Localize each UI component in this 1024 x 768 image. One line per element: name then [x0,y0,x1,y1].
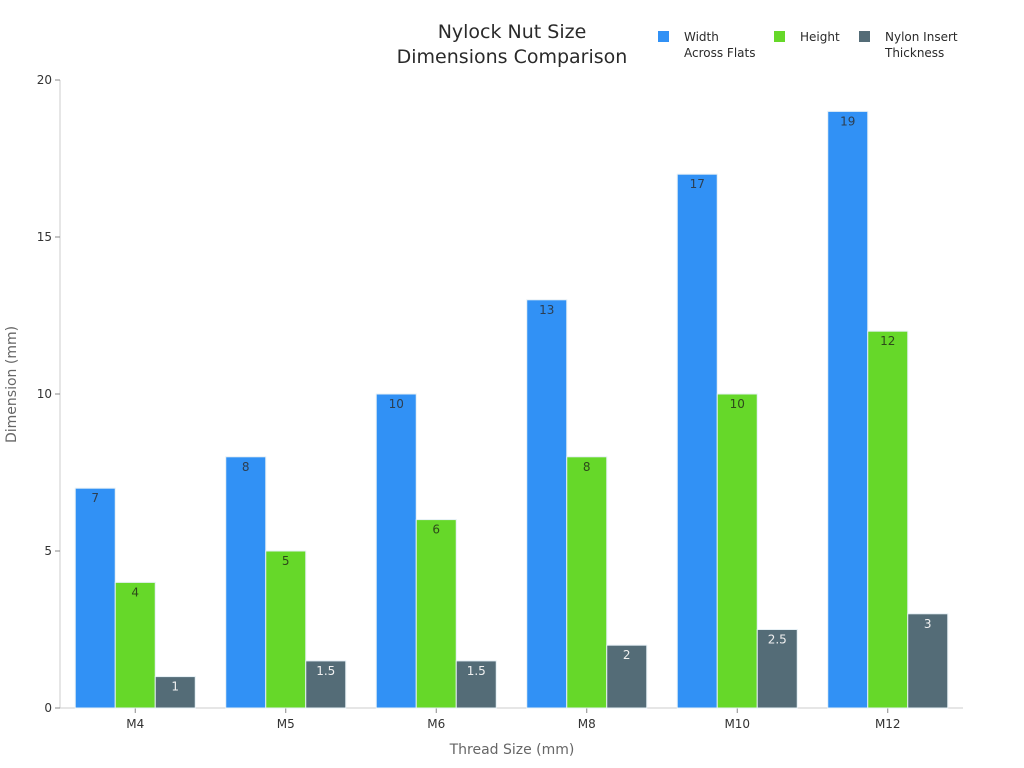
bar-value-label: 7 [91,491,99,505]
bar[interactable] [225,456,267,709]
bar[interactable] [867,330,909,709]
legend-label-nylon-insert: Nylon Insert Thickness [885,29,958,61]
bar[interactable] [676,173,718,709]
bar[interactable] [756,629,798,709]
bar[interactable] [265,550,307,709]
bar-value-label: 1.5 [316,664,335,678]
legend-swatch-height [774,31,785,42]
bar[interactable] [455,660,497,709]
legend-label-line: Thickness [885,46,945,60]
bar-value-label: 5 [282,554,290,568]
y-tick-label: 20 [37,73,52,87]
legend-label-width: Width Across Flats [684,29,755,61]
bar[interactable] [114,581,156,709]
bar[interactable] [827,110,869,709]
bar-value-label: 17 [690,177,705,191]
y-tick-label: 0 [44,701,52,715]
bar-value-label: 13 [539,303,554,317]
legend-item-width[interactable]: Width Across Flats [658,29,755,61]
bar[interactable] [716,393,758,709]
bar[interactable] [74,487,116,709]
bar-value-label: 2 [623,648,631,662]
chart-title-line-1: Nylock Nut Size [437,21,587,43]
bar[interactable] [606,644,648,709]
x-tick-label: M10 [724,717,750,731]
y-tick-label: 15 [37,230,52,244]
legend-swatch-width [658,31,669,42]
legend-label-line: Nylon Insert [885,30,958,44]
bar-value-label: 6 [432,523,440,537]
bar-value-label: 3 [924,617,932,631]
bar-value-label: 12 [880,334,895,348]
bar[interactable] [526,299,568,709]
bar[interactable] [154,676,196,709]
bar[interactable] [305,660,347,709]
legend-item-nylon-insert[interactable]: Nylon Insert Thickness [859,29,958,61]
legend-label-line: Width [684,30,719,44]
x-tick-label: M12 [875,717,901,731]
legend-label-height: Height [800,30,840,44]
x-axis-title: Thread Size (mm) [449,742,575,758]
bar-value-label: 1.5 [467,664,486,678]
x-tick-label: M6 [427,717,445,731]
legend-label-line: Across Flats [684,46,756,60]
bar-value-label: 8 [583,460,591,474]
bar[interactable] [566,456,608,709]
chart-title-line-2: Dimensions Comparison [396,46,628,68]
bar[interactable] [415,519,457,709]
bar[interactable] [907,613,949,709]
y-tick-label: 10 [37,387,52,401]
bar-value-label: 8 [242,460,250,474]
legend-swatch-nylon-insert [859,31,870,42]
bar-value-label: 19 [840,114,855,128]
x-tick-label: M4 [126,717,144,731]
bar-value-label: 4 [131,585,139,599]
bar-value-label: 1 [171,680,179,694]
x-tick-label: M5 [277,717,295,731]
chart-title: Nylock Nut Size Dimensions Comparison [362,20,662,70]
x-tick-label: M8 [578,717,596,731]
legend-item-height[interactable]: Height [774,29,840,45]
bar-value-label: 2.5 [768,633,787,647]
bar-value-label: 10 [730,397,745,411]
bar-value-label: 10 [389,397,404,411]
bar[interactable] [375,393,417,709]
y-tick-label: 5 [44,544,52,558]
